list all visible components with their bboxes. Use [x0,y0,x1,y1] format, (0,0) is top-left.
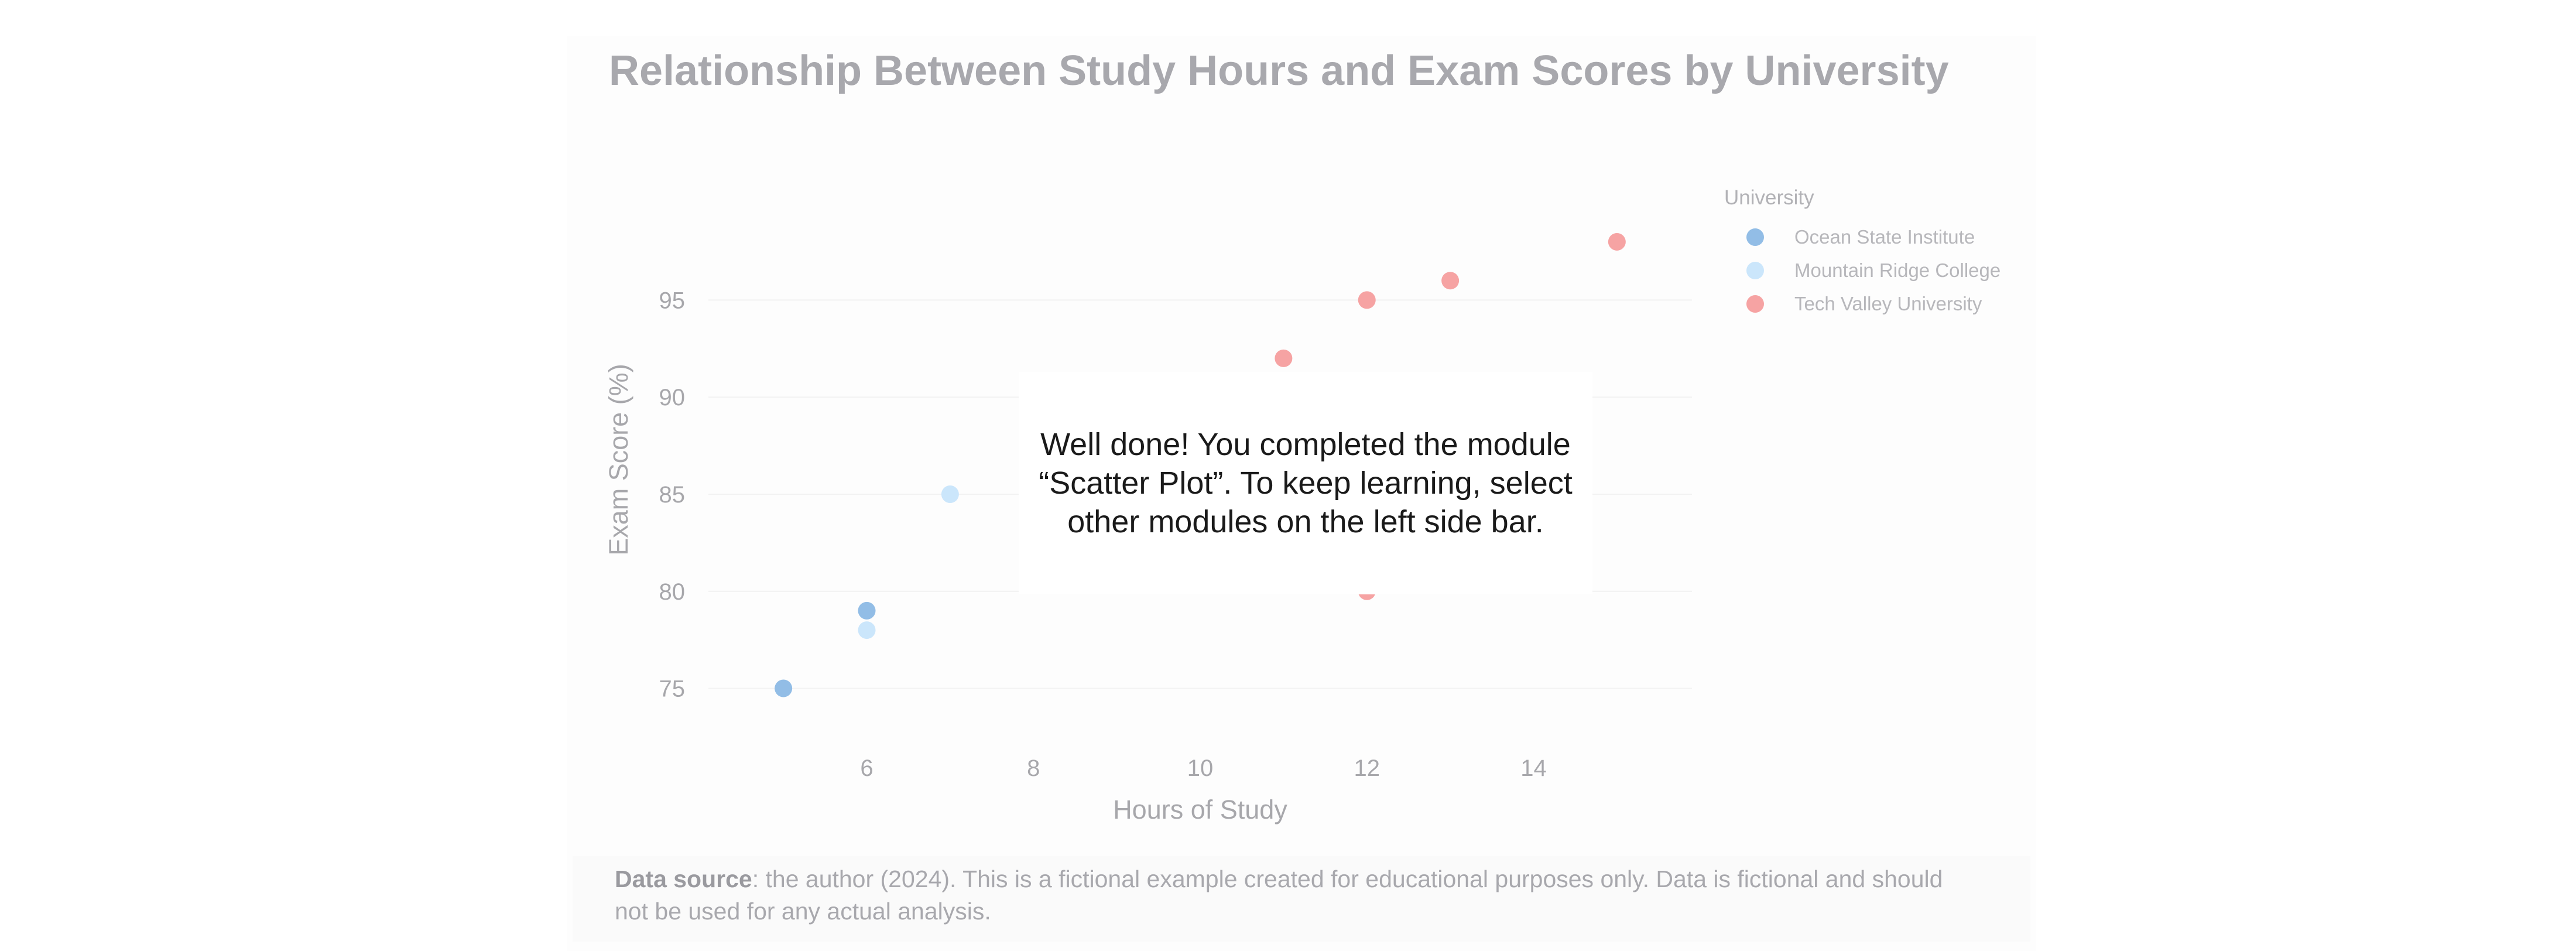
chart-title: Relationship Between Study Hours and Exa… [609,47,1949,94]
legend-marker-icon [1746,295,1764,313]
legend-item[interactable]: Ocean State Institute [1724,220,2000,254]
data-point[interactable] [858,621,876,639]
x-tick-label: 12 [1354,755,1380,781]
x-tick-label: 14 [1520,755,1547,781]
data-source-label: Data source [615,866,752,892]
data-point[interactable] [858,601,876,620]
data-source-box [573,856,2030,942]
y-tick-label: 90 [659,385,686,410]
data-point[interactable] [1275,349,1293,367]
y-axis-ticks: 75 80 85 90 95 [659,288,686,702]
legend-marker-icon [1746,228,1764,246]
x-tick-label: 6 [860,755,873,781]
completion-overlay: Well done! You completed the module “Sca… [1019,372,1592,594]
data-point[interactable] [1358,291,1376,309]
data-point[interactable] [1608,232,1626,251]
x-axis-ticks: 6 8 10 12 14 [860,755,1546,781]
legend-label: Ocean State Institute [1794,225,1975,248]
legend: University Ocean State Institute Mountain… [1724,186,2000,320]
legend-label: Mountain Ridge College [1794,259,2001,281]
y-tick-label: 95 [659,288,686,313]
data-points [775,232,1626,697]
y-tick-label: 80 [659,579,686,605]
y-tick-label: 85 [659,482,686,508]
y-axis-label: Exam Score (%) [604,364,633,556]
x-axis-label: Hours of Study [1113,795,1287,825]
legend-label: Tech Valley University [1794,292,1982,314]
legend-title: University [1724,186,1814,209]
legend-item[interactable]: Tech Valley University [1724,287,2000,320]
x-tick-label: 8 [1027,755,1040,781]
legend-marker-icon [1746,261,1764,279]
legend-item[interactable]: Mountain Ridge College [1724,254,2000,287]
data-point[interactable] [775,679,793,697]
data-point[interactable] [941,485,959,503]
legend-items: Ocean State Institute Mountain Ridge Coll… [1724,220,2000,320]
y-tick-label: 75 [659,676,686,702]
data-source-text: : the author (2024). This is a fictional… [615,866,1943,925]
data-source-note: Data source: the author (2024). This is … [615,863,1973,928]
completion-message: Well done! You completed the module “Sca… [1039,427,1573,539]
x-tick-label: 10 [1187,755,1214,781]
data-point[interactable] [1441,272,1460,290]
